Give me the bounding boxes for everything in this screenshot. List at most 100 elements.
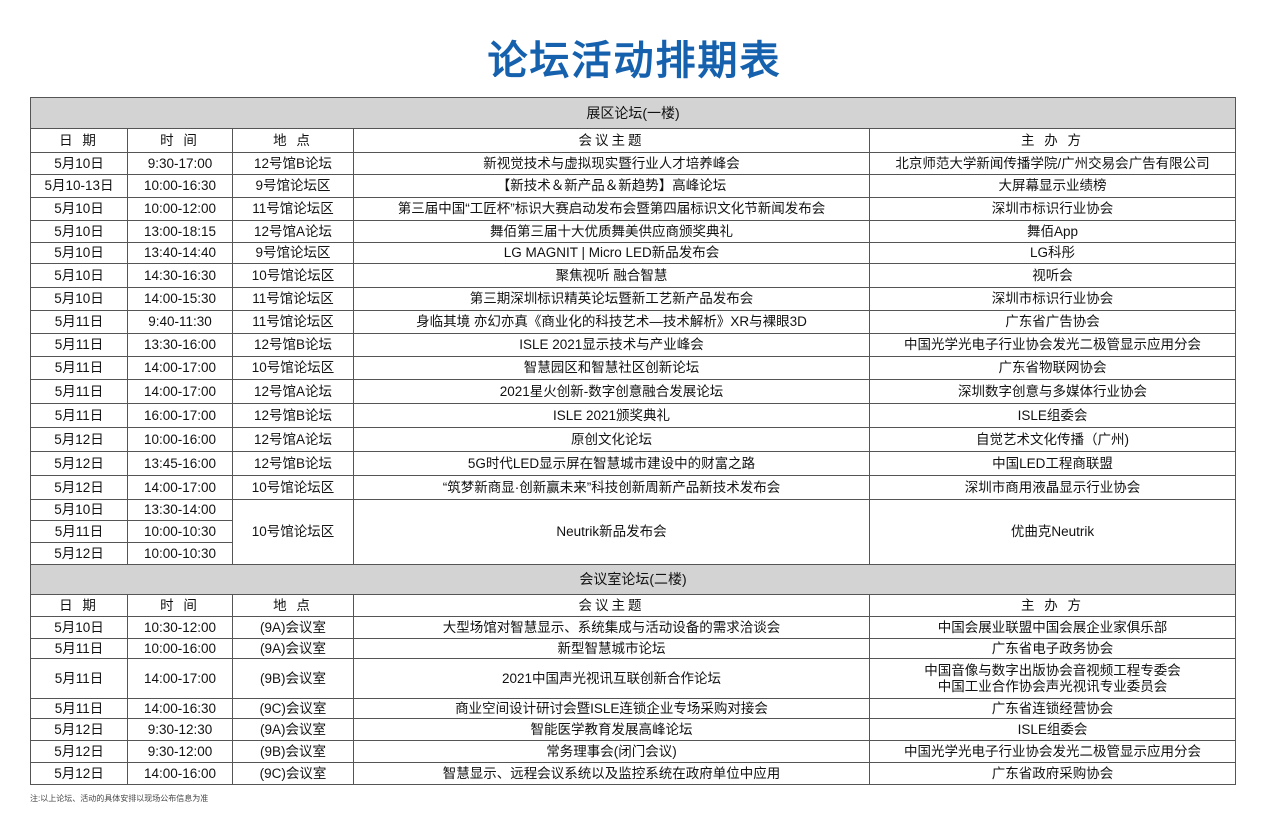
organizer-cell: 自觉艺术文化传播（广州) <box>868 427 1237 452</box>
column-header-venue: 地 点 <box>232 128 354 153</box>
date-cell: 5月11日 <box>30 658 128 699</box>
date-cell: 5月12日 <box>30 740 128 763</box>
table-row: 5月12日 9:30-12:00 (9B)会议室 常务理事会(闭门会议) 中国光学光电子… <box>30 740 1237 763</box>
organizer-cell: 广东省物联网协会 <box>868 356 1237 380</box>
column-header-date: 日 期 <box>30 128 128 153</box>
date-cell: 5月12日 <box>30 427 128 452</box>
topic-cell: 常务理事会(闭门会议) <box>353 740 870 763</box>
time-cell: 10:00-16:00 <box>127 427 233 452</box>
column-header-organizer: 主 办 方 <box>868 594 1237 617</box>
organizer-cell: 深圳市商用液晶显示行业协会 <box>868 475 1237 500</box>
forum-schedule-floor-1: 展区论坛(一楼) 日 期时 间地 点会议主题主 办 方 5月10日 9:30-17:0… <box>29 97 1237 565</box>
organizer-cell: 舞佰App <box>868 220 1237 243</box>
topic-cell: 大型场馆对智慧显示、系统集成与活动设备的需求洽谈会 <box>353 616 870 639</box>
organizer-cell: 中国光学光电子行业协会发光二极管显示应用分会 <box>868 740 1237 763</box>
table-row: 5月10日 10:30-12:00 (9A)会议室 大型场馆对智慧显示、系统集成与活动… <box>30 616 1237 639</box>
table-row: 5月12日 13:45-16:00 12号馆B论坛 5G时代LED显示屏在智慧城市建设… <box>30 451 1237 476</box>
text-line: 大型场馆对智慧显示、系统集成与活动设备的需求洽谈会 <box>442 619 781 635</box>
text-line: 大屏幕显示业绩榜 <box>998 178 1107 194</box>
organizer-cell: 广东省广告协会 <box>868 310 1237 334</box>
text-line: 中国光学光电子行业协会发光二极管显示应用分会 <box>904 743 1202 759</box>
text-line: LG MAGNIT | Micro LED新品发布会 <box>503 245 720 261</box>
venue-cell: (9A)会议室 <box>232 616 354 639</box>
topic-cell: Neutrik新品发布会 <box>353 499 870 565</box>
text-line: 广东省电子政务协会 <box>991 640 1114 656</box>
organizer-cell: 中国音像与数字出版协会音视频工程专委会 中国工业合作协会声光视讯专业委员会 <box>868 658 1237 699</box>
column-header-row: 日 期时 间地 点会议主题主 办 方 <box>30 594 1237 617</box>
time-cell: 16:00-17:00 <box>127 403 233 428</box>
text-line: 视听会 <box>1032 267 1073 283</box>
section-heading-row: 会议室论坛(二楼) <box>29 564 1237 595</box>
table-row: 5月11日 9:40-11:30 11号馆论坛区 身临其境 亦幻亦真《商业化的科技艺术… <box>30 310 1237 334</box>
venue-cell: (9B)会议室 <box>232 658 354 699</box>
table-row: 5月12日 14:00-17:00 10号馆论坛区 “筑梦新商显·创新赢未来”科技创新… <box>30 475 1237 500</box>
text-line: 中国工业合作协会声光视讯专业委员会 <box>937 678 1168 694</box>
table-row: 5月12日 10:00-16:00 12号馆A论坛 原创文化论坛 自觉艺术文化传播（广州… <box>30 427 1237 452</box>
table-row: 5月11日 14:00-17:00 12号馆A论坛 2021星火创新-数字创意融合发展… <box>30 379 1237 404</box>
section-heading: 会议室论坛(二楼) <box>29 564 1237 595</box>
text-line: 北京师范大学新闻传播学院/广州交易会广告有限公司 <box>895 155 1210 171</box>
venue-cell: 10号馆论坛区 <box>232 356 354 380</box>
topic-cell: 智慧园区和智慧社区创新论坛 <box>353 356 870 380</box>
table-row: 5月10日 10:00-12:00 11号馆论坛区 第三届中国“工匠杯”标识大赛启动发… <box>30 197 1237 221</box>
column-header-time: 时 间 <box>127 594 233 617</box>
text-line: 深圳市标识行业协会 <box>991 201 1114 217</box>
topic-cell: 2021中国声光视讯互联创新合作论坛 <box>353 658 870 699</box>
text-line: 广东省连锁经营协会 <box>991 700 1114 716</box>
date-cell: 5月10日 <box>30 263 128 288</box>
table-row: 5月10日 9:30-17:00 12号馆B论坛 新视觉技术与虚拟现实暨行业人才培养峰… <box>30 152 1237 175</box>
text-line: 舞佰App <box>1027 223 1079 239</box>
text-line: ISLE 2021显示技术与产业峰会 <box>519 337 704 353</box>
table-row: 5月10日 13:30-14:00 10号馆论坛区 Neutrik新品发布会 优曲克Ne… <box>30 499 1237 565</box>
venue-cell: (9C)会议室 <box>232 762 354 785</box>
text-line: ISLE组委会 <box>1017 721 1088 737</box>
venue-cell: 12号馆B论坛 <box>232 152 354 175</box>
venue-cell: 12号馆A论坛 <box>232 427 354 452</box>
text-line: 智慧园区和智慧社区创新论坛 <box>523 360 700 376</box>
date-cell: 5月10-13日 <box>30 174 128 198</box>
venue-cell: 11号馆论坛区 <box>232 310 354 334</box>
text-line: 深圳市标识行业协会 <box>991 291 1114 307</box>
organizer-cell: 广东省政府采购协会 <box>868 762 1237 785</box>
venue-cell: (9C)会议室 <box>232 698 354 719</box>
text-line: 舞佰第三届十大优质舞美供应商颁奖典礼 <box>490 223 733 239</box>
date-cell: 5月11日 <box>30 698 128 719</box>
topic-cell: 聚焦视听 融合智慧 <box>353 263 870 288</box>
time-cell: 13:45-16:00 <box>127 451 233 476</box>
organizer-cell: ISLE组委会 <box>868 718 1237 741</box>
section-heading: 展区论坛(一楼) <box>29 97 1237 129</box>
page-title: 论坛活动排期表 <box>487 38 782 84</box>
text-line: 常务理事会(闭门会议) <box>546 743 677 759</box>
organizer-cell: 深圳市标识行业协会 <box>868 197 1237 221</box>
column-header-date: 日 期 <box>30 594 128 617</box>
time-cell: 13:00-18:15 <box>127 220 233 243</box>
table-row: 5月10-13日 10:00-16:30 9号馆论坛区 【新技术＆新产品＆新趋势】高峰… <box>30 174 1237 198</box>
date-cell: 5月10日 <box>30 152 128 175</box>
table-row: 5月12日 9:30-12:30 (9A)会议室 智能医学教育发展高峰论坛 ISLE组委… <box>30 718 1237 741</box>
text-line: 中国音像与数字出版协会音视频工程专委会 <box>924 662 1181 678</box>
text-line: 2021中国声光视讯互联创新合作论坛 <box>501 670 722 686</box>
topic-cell: 智能医学教育发展高峰论坛 <box>353 718 870 741</box>
table-row: 5月10日 13:00-18:15 12号馆A论坛 舞佰第三届十大优质舞美供应商颁奖典… <box>30 220 1237 243</box>
time-cell: 14:00-15:30 <box>127 287 233 311</box>
venue-cell: 10号馆论坛区 <box>232 499 354 565</box>
organizer-cell: 视听会 <box>868 263 1237 288</box>
venue-cell: (9A)会议室 <box>232 718 354 741</box>
time-cell: 14:00-17:00 <box>127 658 233 699</box>
text-line: 中国会展业联盟中国会展企业家俱乐部 <box>937 619 1168 635</box>
date-cell: 5月12日 <box>30 542 128 565</box>
time-cell: 10:00-16:30 <box>127 174 233 198</box>
time-cell: 13:30-16:00 <box>127 333 233 357</box>
date-cell: 5月12日 <box>30 475 128 500</box>
venue-cell: 10号馆论坛区 <box>232 263 354 288</box>
table-row: 5月11日 13:30-16:00 12号馆B论坛 ISLE 2021显示技术与产业峰… <box>30 333 1237 357</box>
organizer-cell: 深圳市标识行业协会 <box>868 287 1237 311</box>
text-line: 新型智慧城市论坛 <box>557 640 666 656</box>
table-row: 5月11日 10:00-16:00 (9A)会议室 新型智慧城市论坛 广东省电子政务协会 <box>30 638 1237 659</box>
table-row: 5月11日 14:00-17:00 (9B)会议室 2021中国声光视讯互联创新合作论… <box>30 658 1237 699</box>
date-cell: 5月10日 <box>30 616 128 639</box>
topic-cell: 原创文化论坛 <box>353 427 870 452</box>
text-line: 深圳数字创意与多媒体行业协会 <box>958 383 1148 399</box>
venue-cell: 12号馆B论坛 <box>232 451 354 476</box>
time-cell: 14:00-16:30 <box>127 698 233 719</box>
